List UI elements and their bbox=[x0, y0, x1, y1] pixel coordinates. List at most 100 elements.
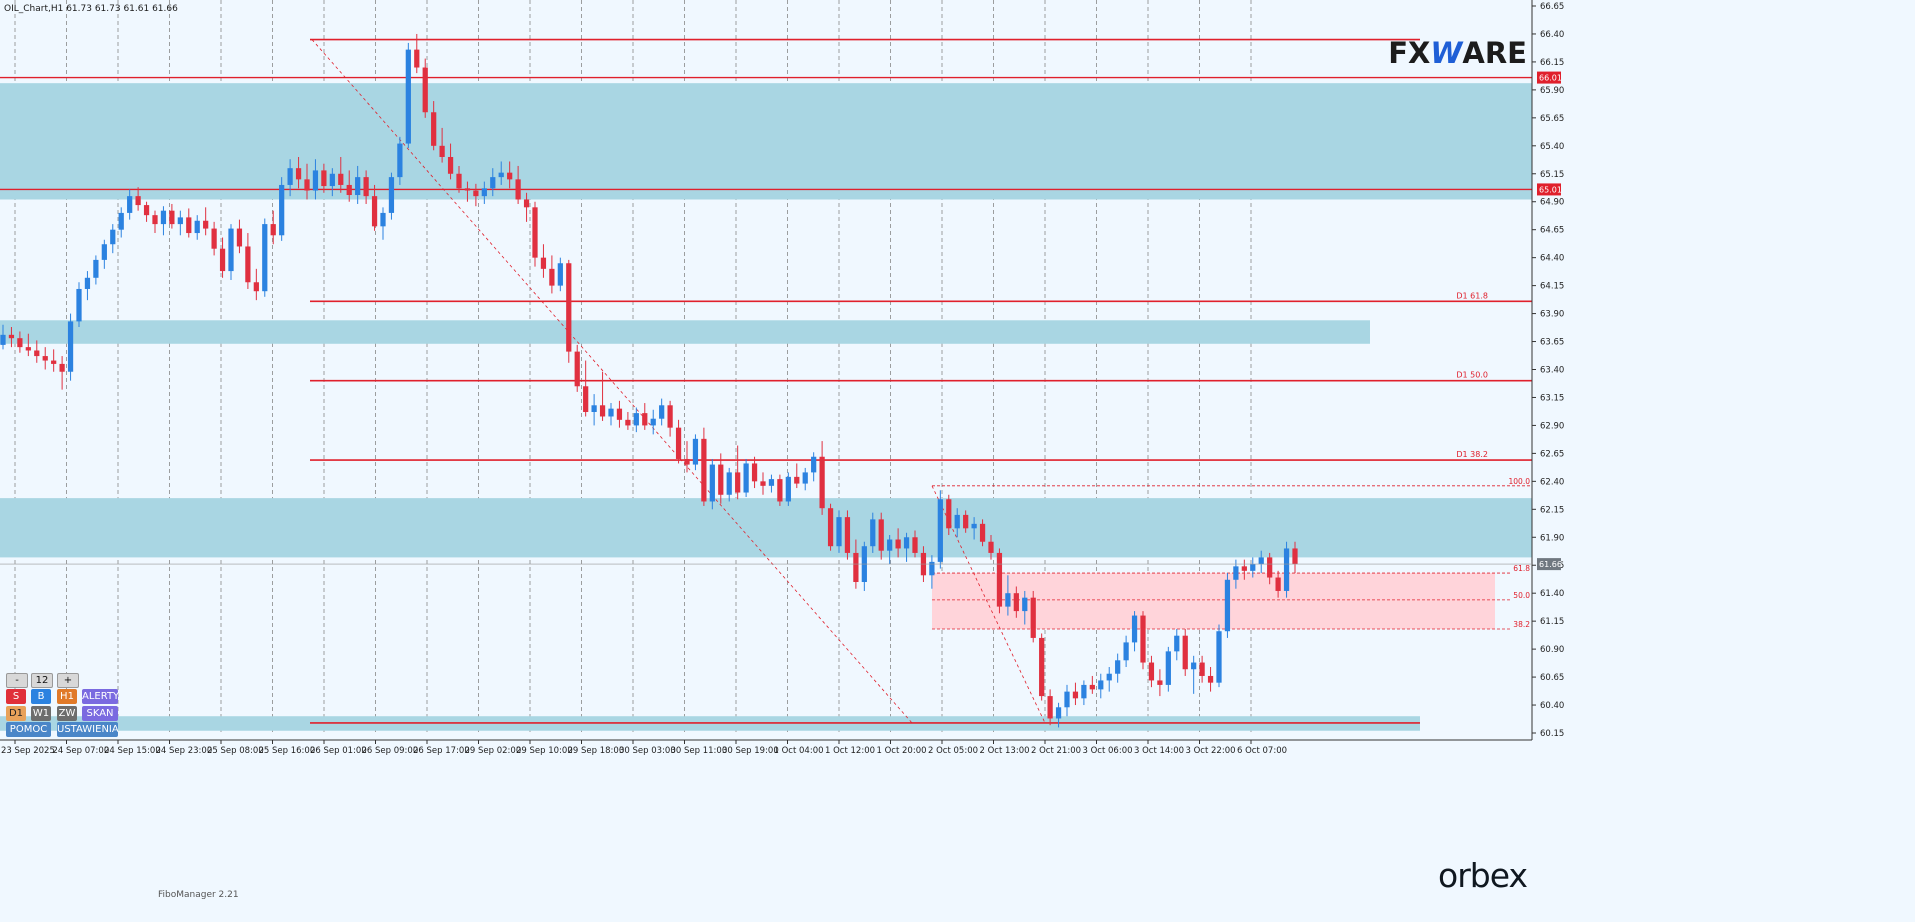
candle-body bbox=[194, 220, 200, 234]
candle-body bbox=[464, 188, 471, 191]
price-tag-label: 65.01 bbox=[1539, 185, 1562, 194]
candle-body bbox=[1115, 660, 1121, 674]
candle-body bbox=[743, 463, 749, 493]
candle-body bbox=[160, 210, 167, 225]
candles bbox=[0, 33, 1298, 728]
y-tick-label: 65.40 bbox=[1540, 142, 1564, 152]
settings-button[interactable]: USTAWIENIA bbox=[57, 722, 119, 737]
candle-body bbox=[34, 350, 40, 357]
candle-body bbox=[1081, 684, 1087, 699]
current-price-tag bbox=[1537, 558, 1561, 571]
candle-body bbox=[253, 282, 259, 292]
price-tag bbox=[1537, 183, 1561, 196]
x-tick-label: 2 Oct 05:00 bbox=[928, 746, 978, 756]
candle-body bbox=[346, 184, 352, 196]
candle-body bbox=[1275, 577, 1281, 591]
x-tick-label: 3 Oct 06:00 bbox=[1083, 746, 1133, 756]
candle-body bbox=[625, 419, 631, 426]
x-tick-label: 25 Sep 08:00 bbox=[207, 746, 264, 756]
candle-body bbox=[1140, 615, 1146, 663]
x-tick-label: 25 Sep 16:00 bbox=[259, 746, 316, 756]
candle-body bbox=[760, 481, 766, 486]
level-label: D1 50.0 bbox=[1456, 371, 1488, 380]
candle-body bbox=[1258, 557, 1264, 565]
help-button[interactable]: POMOC bbox=[6, 722, 51, 737]
candle-body bbox=[1072, 691, 1079, 699]
candle-body bbox=[8, 334, 15, 339]
candle-body bbox=[557, 263, 563, 286]
candle-body bbox=[659, 405, 665, 419]
plus-button[interactable]: + bbox=[57, 673, 79, 688]
count-field[interactable]: 12 bbox=[31, 673, 53, 688]
x-tick-label: 3 Oct 14:00 bbox=[1134, 746, 1184, 756]
y-tick-label: 64.90 bbox=[1540, 198, 1564, 208]
alerts-button[interactable]: ALERTY bbox=[82, 689, 120, 704]
candle-body bbox=[262, 224, 268, 292]
y-tick-label: 63.15 bbox=[1540, 393, 1564, 403]
candle-body bbox=[1191, 662, 1197, 670]
candle-body bbox=[1241, 566, 1247, 571]
candle-body bbox=[1055, 707, 1062, 719]
sell-button[interactable]: S bbox=[6, 689, 26, 704]
candle-body bbox=[363, 177, 369, 197]
candle-body bbox=[853, 552, 859, 583]
candle-body bbox=[312, 170, 319, 191]
candle-body bbox=[1207, 675, 1214, 683]
candle-body bbox=[591, 405, 597, 413]
candle-body bbox=[1267, 557, 1273, 578]
candle-body bbox=[84, 277, 91, 289]
candle-body bbox=[1089, 684, 1095, 690]
candle-body bbox=[1013, 593, 1019, 612]
candle-body bbox=[895, 539, 901, 549]
candle-body bbox=[616, 408, 623, 420]
candle-body bbox=[583, 386, 589, 413]
candle-body bbox=[169, 210, 175, 225]
zw-button[interactable]: ZW bbox=[57, 706, 77, 721]
y-tick-label: 65.90 bbox=[1540, 86, 1564, 96]
candle-body bbox=[1233, 566, 1239, 580]
candle-body bbox=[219, 248, 226, 272]
y-tick-label: 61.15 bbox=[1540, 617, 1564, 627]
candle-body bbox=[667, 405, 673, 428]
candle-body bbox=[768, 479, 775, 486]
candle-body bbox=[1039, 637, 1045, 697]
buy-button[interactable]: B bbox=[31, 689, 51, 704]
scan-button[interactable]: SKAN bbox=[82, 706, 118, 721]
timeframe-d1-button[interactable]: D1 bbox=[6, 706, 26, 721]
candle-body bbox=[794, 476, 800, 484]
candle-body bbox=[523, 199, 530, 208]
trend-line bbox=[311, 39, 913, 724]
minus-button[interactable]: - bbox=[6, 673, 28, 688]
y-axis: 66.65 66.40 66.15 65.90 65.65 65.40 65.15 64.90… bbox=[0, 0, 1564, 740]
candle-body bbox=[515, 179, 521, 200]
candle-body bbox=[0, 334, 6, 345]
candle-body bbox=[1148, 662, 1155, 681]
candle-body bbox=[836, 517, 842, 547]
timeframe-w1-button[interactable]: W1 bbox=[31, 706, 51, 721]
timeframe-h1-button[interactable]: H1 bbox=[57, 689, 77, 704]
candle-body bbox=[735, 472, 741, 493]
candle-body bbox=[93, 259, 99, 278]
x-tick-label: 29 Sep 18:00 bbox=[568, 746, 625, 756]
x-tick-label: 23 Sep 2025 bbox=[1, 746, 55, 756]
candle-body bbox=[540, 257, 547, 269]
candle-body bbox=[211, 228, 217, 249]
candle-body bbox=[574, 351, 580, 387]
y-tick-label: 63.90 bbox=[1540, 310, 1564, 320]
candle-body bbox=[633, 413, 639, 426]
y-tick-label: 63.40 bbox=[1540, 366, 1564, 376]
candle-body bbox=[186, 217, 192, 234]
y-tick-label: 60.65 bbox=[1540, 673, 1564, 683]
candle-body bbox=[819, 456, 825, 509]
candle-body bbox=[42, 356, 48, 361]
candle-body bbox=[414, 49, 420, 68]
x-tick-label: 1 Oct 20:00 bbox=[877, 746, 927, 756]
candle-body bbox=[1098, 680, 1104, 690]
candle-body bbox=[963, 514, 969, 529]
candle-body bbox=[937, 499, 943, 562]
brand-suffix: ARE bbox=[1462, 36, 1527, 70]
candle-body bbox=[988, 541, 994, 553]
candle-body bbox=[532, 207, 538, 258]
y-tick-label: 65.15 bbox=[1540, 170, 1564, 180]
